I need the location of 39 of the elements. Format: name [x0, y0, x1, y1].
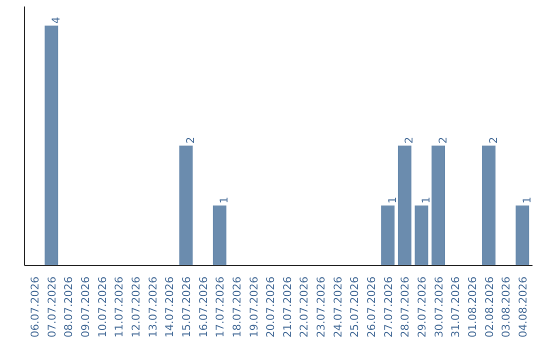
x-tick-label: 29.07.2026 [415, 276, 428, 338]
data-label: 2 [436, 136, 450, 144]
data-label: 1 [520, 196, 534, 204]
x-tick-label: 28.07.2026 [398, 276, 412, 338]
x-tick-label: 03.08.2026 [500, 276, 513, 338]
x-tick-label: 23.07.2026 [314, 276, 328, 338]
data-label: 2 [184, 136, 197, 144]
data-label: 2 [402, 136, 416, 144]
x-tick-label: 04.08.2026 [516, 276, 530, 338]
x-tick-label: 07.07.2026 [45, 276, 58, 338]
x-tick-label: 11.07.2026 [112, 276, 126, 338]
x-tick-label: 13.07.2026 [146, 276, 160, 338]
x-tick-label: 18.07.2026 [230, 276, 244, 338]
data-label: 1 [218, 196, 231, 204]
x-tick-label: 02.08.2026 [482, 276, 496, 338]
x-tick-label: 09.07.2026 [79, 276, 92, 338]
x-tick-label: 14.07.2026 [163, 276, 176, 338]
x-tick-label: 19.07.2026 [247, 276, 260, 338]
x-tick-label: 15.07.2026 [180, 276, 193, 338]
x-tick-label: 24.07.2026 [331, 276, 344, 338]
x-tick-label: 30.07.2026 [432, 276, 446, 338]
data-label: 1 [419, 196, 432, 204]
data-label: 4 [49, 16, 62, 24]
data-label: 1 [386, 196, 399, 204]
x-tick-label: 21.07.2026 [280, 276, 294, 338]
x-tick-label: 06.07.2026 [28, 276, 42, 338]
x-tick-label: 10.07.2026 [96, 276, 109, 338]
x-tick-label: 20.07.2026 [264, 276, 278, 338]
x-tick-label: 08.07.2026 [62, 276, 76, 338]
x-tick-label: 27.07.2026 [382, 276, 395, 338]
x-tick-label: 31.07.2026 [449, 276, 462, 338]
x-tick-label: 01.08.2026 [466, 276, 479, 338]
x-tick-label: 22.07.2026 [298, 276, 311, 338]
x-tick-label: 26.07.2026 [365, 276, 378, 338]
x-tick-label: 25.07.2026 [348, 276, 362, 338]
x-tick-label: 12.07.2026 [130, 276, 143, 338]
data-label: 2 [486, 136, 500, 144]
x-tick-label: 16.07.2026 [196, 276, 210, 338]
x-tick-label: 17.07.2026 [214, 276, 227, 338]
